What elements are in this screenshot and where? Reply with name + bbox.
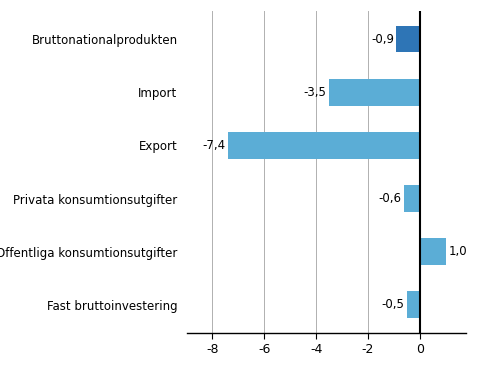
Bar (407, 291, 420, 318)
Text: -0,6: -0,6 (379, 192, 402, 205)
Bar (329, 79, 420, 105)
Bar (420, 239, 446, 265)
Text: -0,5: -0,5 (382, 298, 404, 311)
Text: -7,4: -7,4 (202, 139, 225, 152)
Text: -0,9: -0,9 (371, 33, 394, 46)
Text: -3,5: -3,5 (303, 86, 327, 99)
Bar (397, 26, 420, 53)
Bar (228, 132, 420, 159)
Bar (404, 185, 420, 212)
Text: 1,0: 1,0 (448, 245, 467, 258)
